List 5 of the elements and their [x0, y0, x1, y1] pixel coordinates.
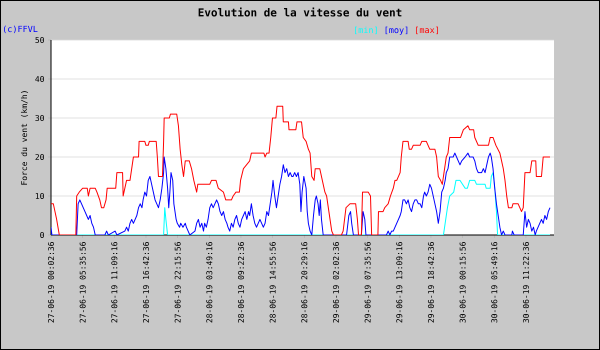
chart-title: Evolution de la vitesse du vent [198, 7, 402, 17]
text: [moy] [386, 26, 408, 35]
text: [max] [416, 26, 438, 34]
text: (c)FFVL [4, 26, 38, 34]
text: [min] [355, 26, 377, 34]
